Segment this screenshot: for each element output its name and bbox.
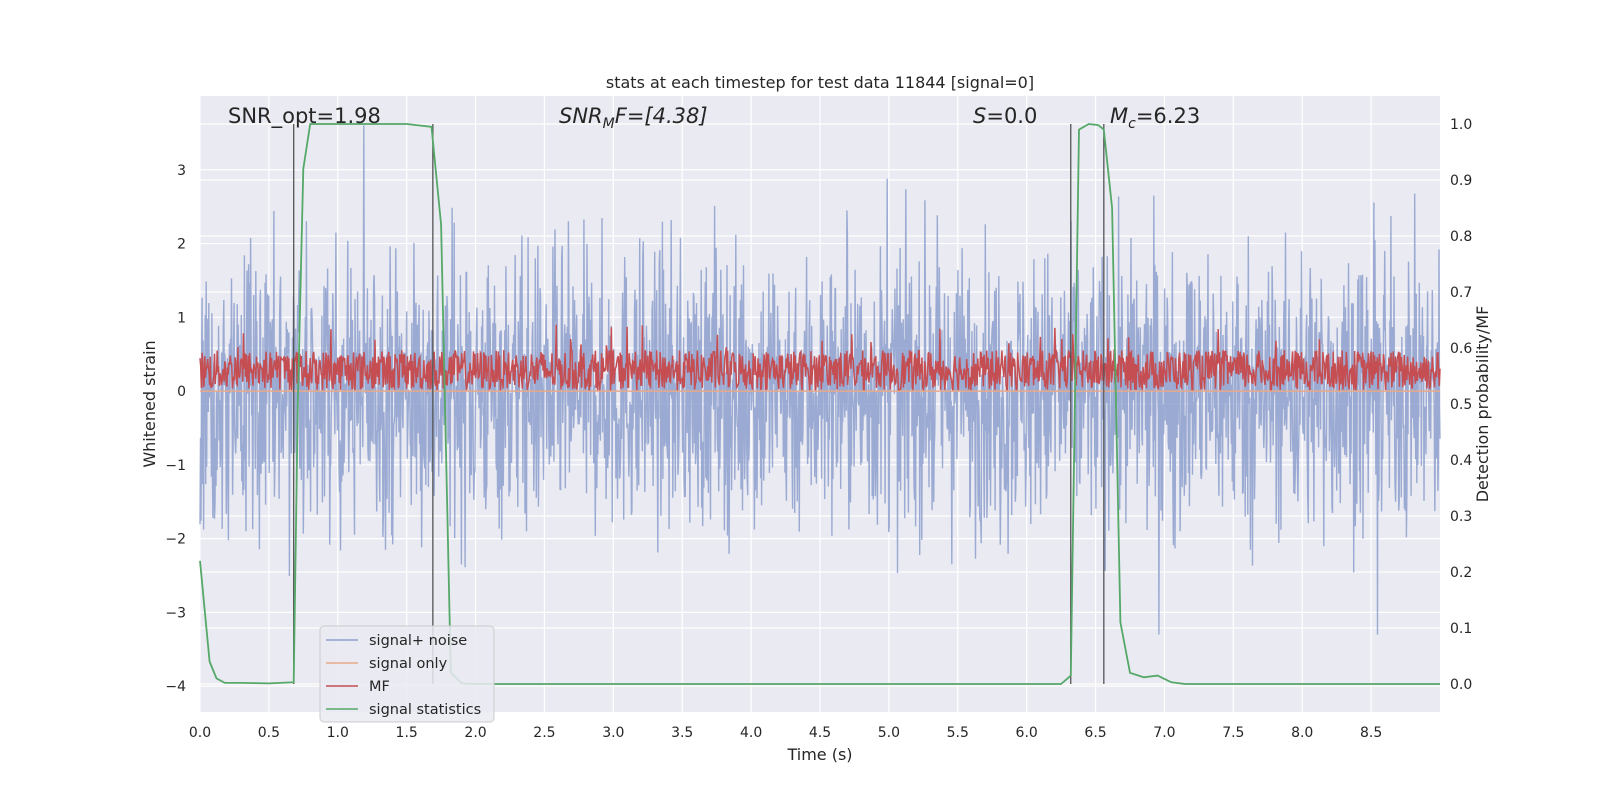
y-tick-label-right: 0.6 — [1450, 341, 1472, 357]
x-tick-label: 1.0 — [327, 725, 349, 741]
legend-label-signal-statistics: signal statistics — [369, 702, 481, 718]
legend-label-mf: MF — [369, 679, 390, 695]
y-tick-label-right: 0.5 — [1450, 397, 1472, 413]
y-tick-label-left: −4 — [165, 679, 186, 695]
y-tick-label-right: 0.7 — [1450, 285, 1472, 301]
series-mf — [199, 324, 1441, 393]
annotation-mc: Mc=6.23 — [1110, 104, 1200, 132]
y-tick-label-right: 1.0 — [1450, 117, 1472, 133]
series-signal-statistics — [199, 123, 1440, 685]
legend-label-signal-only: signal only — [369, 656, 448, 672]
x-tick-label: 8.0 — [1291, 725, 1313, 741]
y-tick-label-left: 3 — [177, 163, 186, 179]
annotation-s: S=0.0 — [973, 104, 1037, 128]
x-tick-label: 6.0 — [1016, 725, 1038, 741]
series-line-signal-noise — [199, 125, 1441, 635]
annotation-snr-mf: SNRMF=[4.38] — [559, 104, 708, 132]
y-tick-label-left: −3 — [165, 605, 186, 621]
y-tick-label-right: 0.0 — [1450, 677, 1472, 693]
x-tick-label: 0.5 — [258, 725, 280, 741]
y-tick-label-right: 0.3 — [1450, 509, 1472, 525]
series-line-signal-statistics — [199, 123, 1440, 685]
y-tick-label-left: 2 — [177, 237, 186, 253]
x-tick-label: 5.5 — [947, 725, 969, 741]
annotation-snr-opt: SNR_opt=1.98 — [228, 104, 381, 129]
series-line-mf — [199, 324, 1441, 393]
x-tick-label: 3.0 — [602, 725, 624, 741]
vertical-markers — [293, 124, 1105, 684]
y-tick-label-left: 0 — [177, 384, 186, 400]
y-axis-label-right: Detection probability/MF — [1473, 306, 1492, 503]
y-tick-label-right: 0.1 — [1450, 621, 1472, 637]
x-tick-label: 3.5 — [671, 725, 693, 741]
y-tick-label-right: 0.2 — [1450, 565, 1472, 581]
tick-labels: 0.0 0.5 1.0 1.5 2.0 2.5 3.0 3.5 4.0 4.5 5.0 5.5 6.0 6… — [165, 117, 1472, 741]
x-tick-label: 2.0 — [464, 725, 486, 741]
legend-box — [319, 625, 495, 723]
x-tick-label: 4.0 — [740, 725, 762, 741]
y-tick-label-left: −2 — [165, 532, 186, 548]
x-tick-label: 7.5 — [1222, 725, 1244, 741]
x-tick-label: 5.0 — [878, 725, 900, 741]
chart-title: stats at each timestep for test data 118… — [606, 73, 1034, 92]
y-tick-label-right: 0.4 — [1450, 453, 1472, 469]
x-tick-label: 7.0 — [1153, 725, 1175, 741]
x-tick-label: 8.5 — [1360, 725, 1382, 741]
y-tick-label-right: 0.9 — [1450, 173, 1472, 189]
series-signal-noise — [199, 125, 1441, 635]
x-tick-label: 1.5 — [396, 725, 418, 741]
x-axis-label: Time (s) — [786, 745, 852, 764]
y-tick-label-left: −1 — [165, 458, 186, 474]
y-tick-label-left: 1 — [177, 310, 186, 326]
x-tick-label: 4.5 — [809, 725, 831, 741]
y-axis-label-left: Whitened strain — [140, 340, 159, 467]
x-tick-label: 0.0 — [189, 725, 211, 741]
legend-label-signal-noise: signal+ noise — [369, 633, 467, 649]
x-tick-label: 6.5 — [1084, 725, 1106, 741]
x-tick-label: 2.5 — [533, 725, 555, 741]
y-tick-label-right: 0.8 — [1450, 229, 1472, 245]
legend: signal+ noise signal only MF signal stat… — [319, 625, 495, 723]
